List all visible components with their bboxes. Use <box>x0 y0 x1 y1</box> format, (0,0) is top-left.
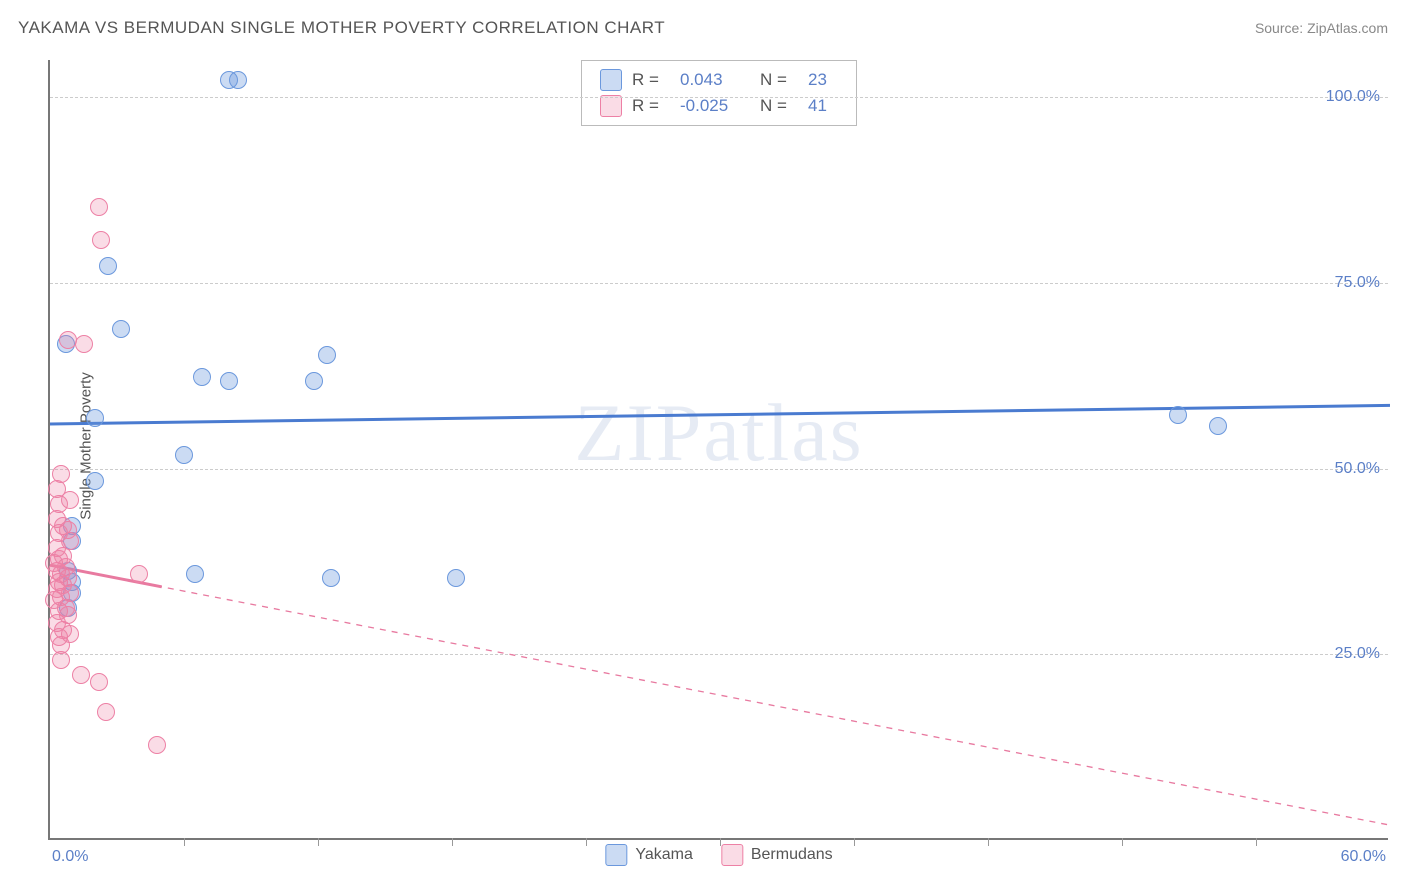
watermark: ZIPatlas <box>574 386 863 480</box>
chart-title: YAKAMA VS BERMUDAN SINGLE MOTHER POVERTY… <box>18 18 665 38</box>
legend-item-yakama: Yakama <box>605 844 693 866</box>
gridline <box>50 469 1388 470</box>
r-value-bermudans: -0.025 <box>680 96 750 116</box>
gridline <box>50 283 1388 284</box>
x-tick <box>586 838 587 846</box>
swatch-bermudans-icon <box>600 95 622 117</box>
data-point-yakama <box>229 71 247 89</box>
y-tick-label: 100.0% <box>1326 88 1380 106</box>
data-point-bermudans <box>148 736 166 754</box>
legend-stats: R = 0.043 N = 23 R = -0.025 N = 41 <box>581 60 857 126</box>
gridline <box>50 654 1388 655</box>
data-point-bermudans <box>72 666 90 684</box>
plot-area: ZIPatlas R = 0.043 N = 23 R = -0.025 N =… <box>48 60 1388 840</box>
gridline <box>50 97 1388 98</box>
legend-item-bermudans: Bermudans <box>721 844 833 866</box>
n-label: N = <box>760 70 798 90</box>
data-point-yakama <box>175 446 193 464</box>
data-point-yakama <box>322 569 340 587</box>
data-point-bermudans <box>92 231 110 249</box>
trend-line-bermudans <box>50 565 1390 825</box>
data-point-yakama <box>112 320 130 338</box>
legend-label-yakama: Yakama <box>635 846 693 864</box>
swatch-bermudans-icon <box>721 844 743 866</box>
swatch-yakama-icon <box>600 69 622 91</box>
r-label: R = <box>632 96 670 116</box>
data-point-bermudans <box>75 335 93 353</box>
data-point-yakama <box>99 257 117 275</box>
x-tick <box>720 838 721 846</box>
x-tick <box>1122 838 1123 846</box>
x-axis-min-label: 0.0% <box>52 848 88 866</box>
x-tick <box>1256 838 1257 846</box>
data-point-yakama <box>220 372 238 390</box>
r-value-yakama: 0.043 <box>680 70 750 90</box>
x-tick <box>854 838 855 846</box>
r-label: R = <box>632 70 670 90</box>
data-point-yakama <box>186 565 204 583</box>
x-tick <box>184 838 185 846</box>
data-point-yakama <box>318 346 336 364</box>
data-point-bermudans <box>90 673 108 691</box>
data-point-yakama <box>86 409 104 427</box>
swatch-yakama-icon <box>605 844 627 866</box>
trend-layer <box>50 60 1390 840</box>
source-label: Source: ZipAtlas.com <box>1255 20 1388 36</box>
legend-stats-row-yakama: R = 0.043 N = 23 <box>600 67 838 93</box>
x-axis-max-label: 60.0% <box>1341 848 1386 866</box>
data-point-yakama <box>447 569 465 587</box>
data-point-bermudans <box>130 565 148 583</box>
data-point-bermudans <box>61 491 79 509</box>
trend-line-yakama <box>50 405 1390 424</box>
x-tick <box>318 838 319 846</box>
x-tick <box>988 838 989 846</box>
data-point-bermudans <box>52 651 70 669</box>
legend-label-bermudans: Bermudans <box>751 846 833 864</box>
data-point-yakama <box>305 372 323 390</box>
y-tick-label: 50.0% <box>1335 460 1380 478</box>
data-point-yakama <box>193 368 211 386</box>
legend-series: Yakama Bermudans <box>605 844 832 866</box>
n-label: N = <box>760 96 798 116</box>
data-point-bermudans <box>90 198 108 216</box>
y-tick-label: 75.0% <box>1335 274 1380 292</box>
n-value-bermudans: 41 <box>808 96 838 116</box>
y-tick-label: 25.0% <box>1335 645 1380 663</box>
n-value-yakama: 23 <box>808 70 838 90</box>
x-tick <box>452 838 453 846</box>
data-point-yakama <box>1169 406 1187 424</box>
title-bar: YAKAMA VS BERMUDAN SINGLE MOTHER POVERTY… <box>18 18 1388 38</box>
data-point-yakama <box>86 472 104 490</box>
data-point-yakama <box>1209 417 1227 435</box>
data-point-bermudans <box>97 703 115 721</box>
